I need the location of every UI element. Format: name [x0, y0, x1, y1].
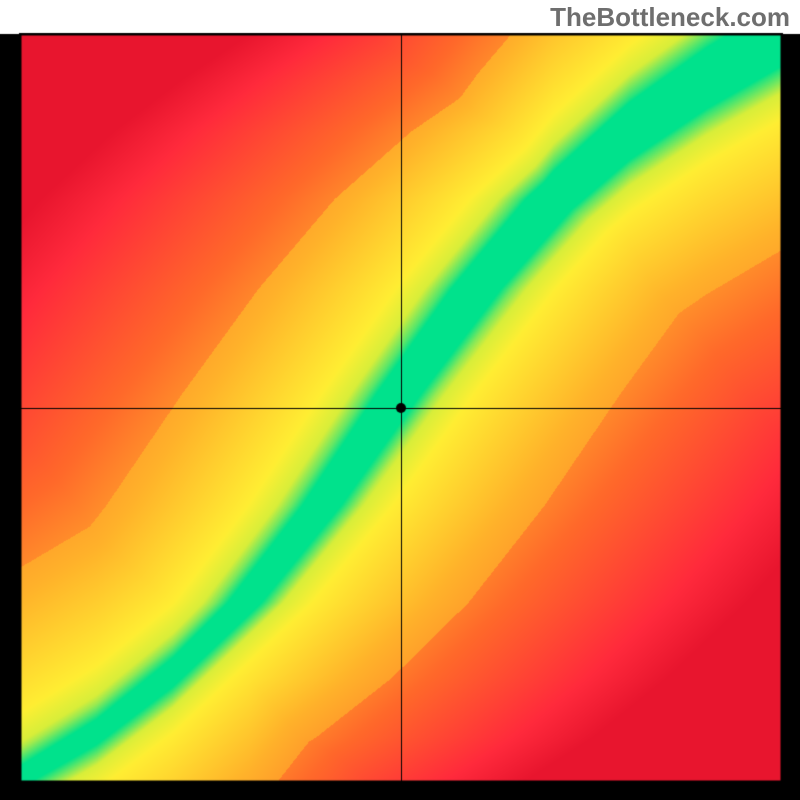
- chart-container: TheBottleneck.com: [0, 0, 800, 800]
- bottleneck-heatmap: [0, 0, 800, 800]
